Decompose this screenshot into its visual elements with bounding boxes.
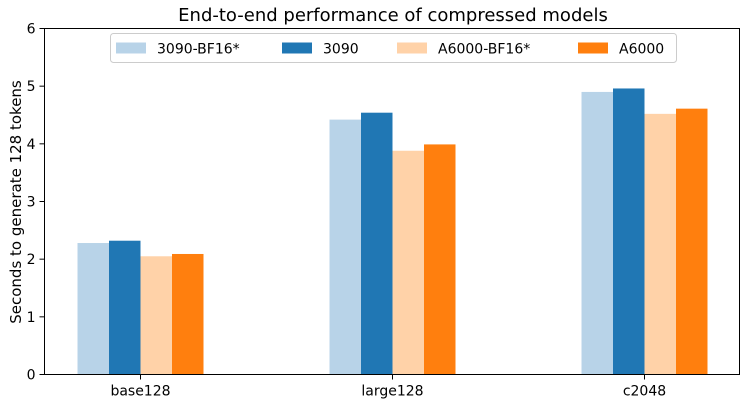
x-tick-label: c2048 (623, 384, 666, 400)
y-axis-label: Seconds to generate 128 tokens (7, 80, 25, 324)
y-tick-label: 1 (27, 310, 36, 326)
legend-label: A6000-BF16* (438, 42, 530, 58)
y-axis-ticks: 0 1 2 3 4 5 6 (27, 22, 45, 384)
bar-3090-large128 (361, 112, 393, 375)
bar-3090-bf16-large128 (329, 119, 361, 375)
chart-title: End-to-end performance of compressed mod… (178, 5, 608, 26)
legend: 3090-BF16* 3090 A6000-BF16* A6000 (110, 33, 677, 63)
bar-a6000-bf16-large128 (392, 150, 424, 375)
legend-label: 3090-BF16* (157, 42, 240, 58)
bars-group (77, 88, 708, 375)
y-tick-label: 6 (27, 22, 36, 38)
legend-label: 3090 (323, 42, 359, 58)
plot-frame (44, 28, 740, 375)
legend-swatch (116, 42, 146, 54)
bar-a6000-base128 (172, 253, 204, 375)
legend-swatch (397, 42, 427, 54)
bar-a6000-bf16-c2048 (644, 113, 676, 375)
legend-swatch (282, 42, 312, 54)
y-tick-label: 4 (27, 137, 36, 153)
x-tick-label: base128 (110, 384, 170, 400)
legend-box (110, 33, 677, 63)
x-tick-label: large128 (361, 384, 423, 400)
bar-3090-bf16-base128 (77, 243, 109, 375)
bar-3090-bf16-c2048 (581, 91, 613, 375)
bar-a6000-large128 (424, 144, 456, 375)
y-tick-label: 3 (27, 195, 36, 211)
bar-a6000-c2048 (676, 108, 708, 375)
bar-a6000-bf16-base128 (140, 256, 172, 375)
bar-3090-base128 (109, 240, 141, 375)
bar-3090-c2048 (613, 88, 645, 375)
x-axis-ticks: base128 large128 c2048 (110, 374, 666, 400)
legend-swatch (578, 42, 608, 54)
legend-label: A6000 (619, 42, 664, 58)
y-tick-label: 5 (27, 79, 36, 95)
y-tick-label: 2 (27, 252, 36, 268)
y-tick-label: 0 (27, 368, 36, 384)
